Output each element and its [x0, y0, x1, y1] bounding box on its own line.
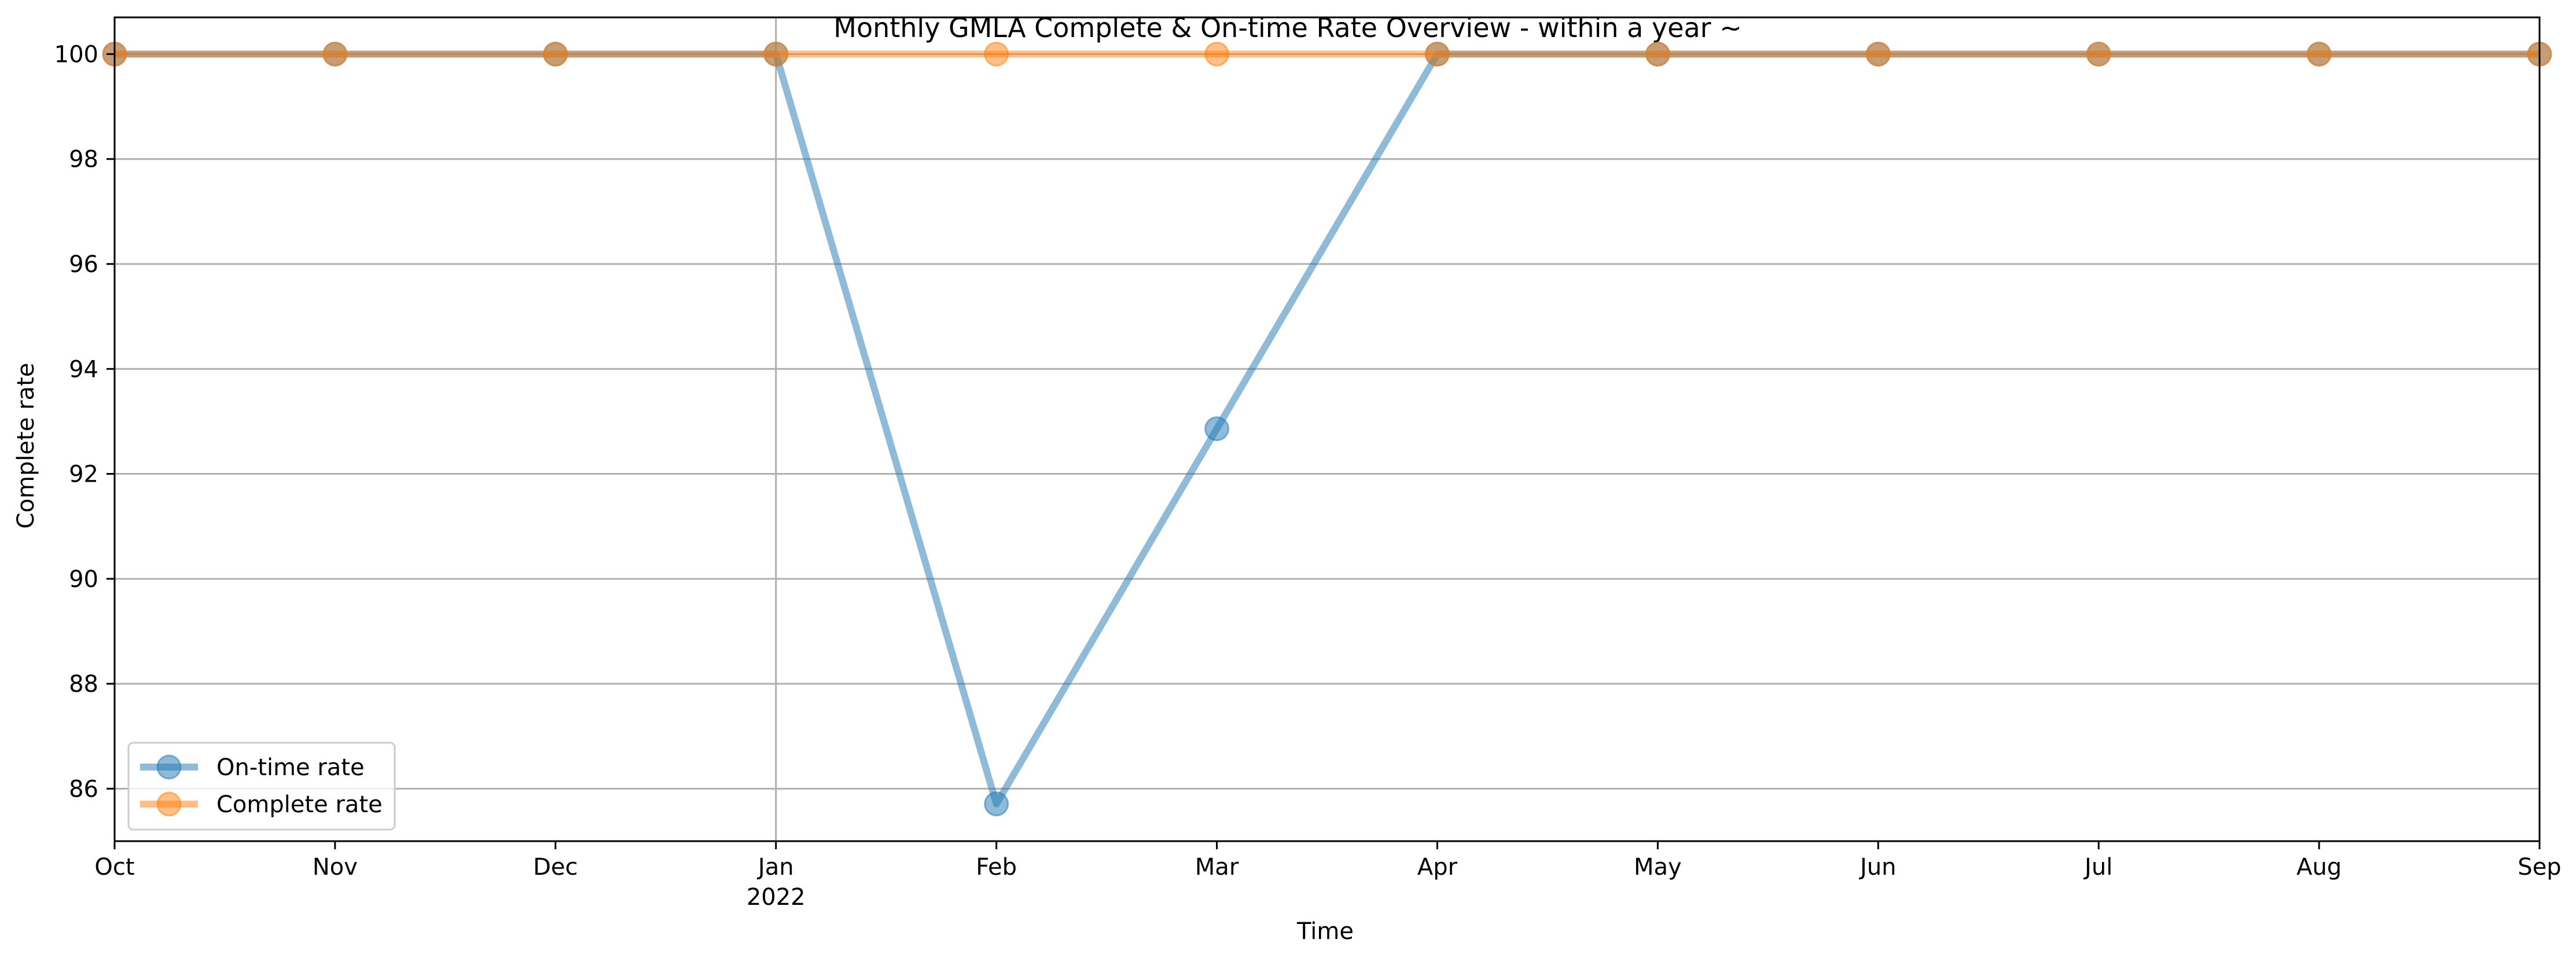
y-tick-label: 98 — [69, 146, 98, 173]
ticks-layer: 86 88 90 92 94 96 98 100 Oct Nov Dec Jan Feb Mar Apr Ma… — [54, 41, 2562, 911]
x-tick-label: Feb — [976, 854, 1017, 881]
y-tick-label: 94 — [69, 356, 98, 383]
y-axis-label: Complete rate — [13, 363, 39, 529]
data-point — [1645, 41, 1670, 67]
data-point — [543, 41, 568, 67]
data-point — [763, 41, 789, 67]
data-point — [1204, 41, 1230, 67]
legend-label: Complete rate — [216, 791, 383, 818]
x-tick-label: Jul — [2083, 854, 2112, 881]
legend-label: On-time rate — [216, 754, 365, 781]
x-tick-label: May — [1634, 854, 1682, 881]
y-tick-label: 90 — [69, 566, 98, 593]
data-point — [2306, 41, 2332, 67]
x-tick-label: Jun — [1858, 854, 1897, 881]
legend-swatch-marker — [156, 754, 182, 780]
y-tick-label: 92 — [69, 461, 98, 488]
legend-item: Complete rate — [140, 791, 383, 818]
plot-frame — [113, 16, 2541, 842]
legend-item: On-time rate — [140, 754, 365, 781]
x-tick-label: Aug — [2296, 854, 2342, 881]
x-tick-label: Apr — [1417, 854, 1458, 881]
x-tick-label: Nov — [313, 854, 358, 881]
x-year-label: 2022 — [747, 884, 806, 911]
data-point — [1204, 416, 1230, 442]
legend-swatch-marker — [156, 791, 182, 817]
data-point — [1865, 41, 1891, 67]
series-layer — [102, 41, 2552, 817]
legend: On-time rate Complete rate — [127, 742, 396, 831]
y-tick-label: 88 — [69, 671, 98, 698]
x-tick-label: Mar — [1195, 854, 1239, 881]
axes-layer — [113, 16, 2541, 842]
x-tick-label: Oct — [94, 854, 134, 881]
data-point — [984, 791, 1009, 817]
x-tick-label: Jan — [756, 854, 794, 881]
data-point — [2086, 41, 2111, 67]
x-tick-label: Dec — [533, 854, 578, 881]
x-axis-label: Time — [1296, 918, 1354, 945]
y-tick-label: 86 — [69, 776, 98, 802]
x-tick-label: Sep — [2518, 854, 2561, 881]
y-tick-label: 100 — [54, 41, 98, 68]
y-tick-label: 96 — [69, 251, 98, 278]
data-point — [984, 41, 1009, 67]
data-point — [1424, 41, 1450, 67]
series-complete-rate — [102, 41, 2552, 67]
data-point — [322, 41, 348, 67]
